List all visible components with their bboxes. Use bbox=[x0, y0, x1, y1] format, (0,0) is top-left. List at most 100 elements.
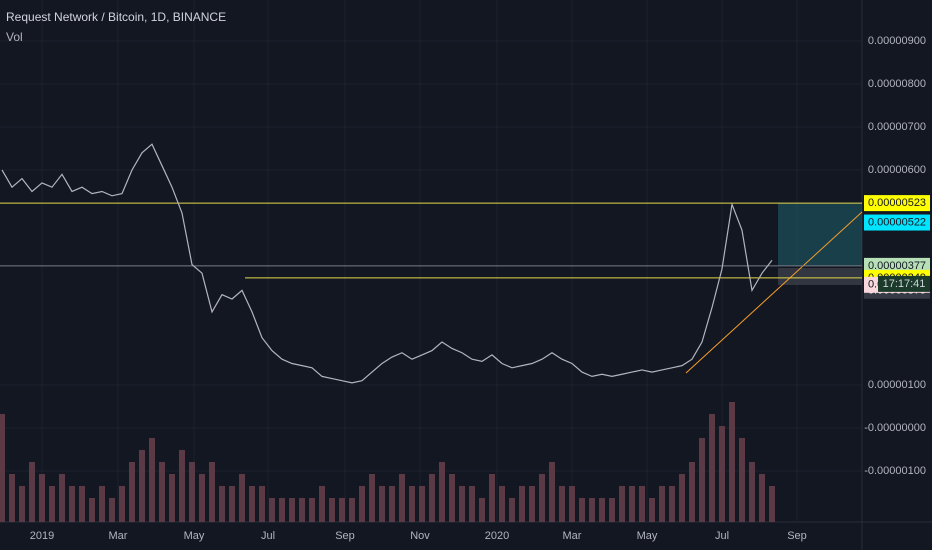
volume-bar bbox=[669, 486, 675, 522]
volume-bar bbox=[539, 474, 545, 522]
volume-bar bbox=[269, 498, 275, 522]
x-tick-label: Sep bbox=[335, 530, 355, 542]
volume-bar bbox=[679, 474, 685, 522]
volume-bar bbox=[379, 486, 385, 522]
volume-bar bbox=[469, 486, 475, 522]
volume-bar bbox=[629, 486, 635, 522]
y-tick-label: 0.00000700 bbox=[868, 121, 926, 133]
volume-bar bbox=[659, 486, 665, 522]
x-tick-label: Mar bbox=[109, 530, 128, 542]
volume-bar bbox=[139, 450, 145, 522]
symbol-title: Request Network / Bitcoin, 1D, BINANCE bbox=[6, 10, 226, 24]
volume-bar bbox=[79, 486, 85, 522]
volume-bar bbox=[479, 498, 485, 522]
volume-bar bbox=[319, 486, 325, 522]
volume-bar bbox=[519, 486, 525, 522]
volume-bar bbox=[299, 498, 305, 522]
volume-bar bbox=[69, 486, 75, 522]
x-tick-label: Mar bbox=[563, 530, 582, 542]
y-tick-label: -0.00000100 bbox=[864, 465, 926, 477]
volume-bar bbox=[59, 474, 65, 522]
price-badge-label: 0.00000523 bbox=[868, 197, 926, 209]
volume-bar bbox=[749, 462, 755, 522]
volume-bar bbox=[199, 474, 205, 522]
volume-bar bbox=[369, 474, 375, 522]
price-badge-label: 0.00000522 bbox=[868, 216, 926, 228]
volume-bar bbox=[149, 438, 155, 522]
volume-bar bbox=[439, 462, 445, 522]
volume-bar bbox=[189, 462, 195, 522]
volume-bar bbox=[119, 486, 125, 522]
volume-bar bbox=[459, 486, 465, 522]
trend-line bbox=[685, 211, 863, 374]
x-tick-label: Jul bbox=[715, 530, 729, 542]
volume-bar bbox=[739, 438, 745, 522]
volume-bar bbox=[159, 462, 165, 522]
volume-bar bbox=[559, 486, 565, 522]
volume-bar bbox=[329, 498, 335, 522]
volume-bar bbox=[0, 414, 5, 522]
y-tick-label: 0.00000900 bbox=[868, 35, 926, 47]
volume-bar bbox=[429, 474, 435, 522]
volume-bar bbox=[489, 474, 495, 522]
volume-bar bbox=[109, 498, 115, 522]
volume-bar bbox=[359, 486, 365, 522]
volume-bar bbox=[339, 498, 345, 522]
volume-bar bbox=[609, 498, 615, 522]
volume-bar bbox=[169, 474, 175, 522]
x-tick-label: Sep bbox=[787, 530, 807, 542]
countdown-badge bbox=[878, 275, 930, 292]
countdown-label: 17:17:41 bbox=[883, 278, 926, 290]
volume-pane bbox=[0, 402, 775, 522]
volume-bar bbox=[639, 486, 645, 522]
volume-bar bbox=[249, 486, 255, 522]
price-badge-label: 0.00000377 bbox=[868, 260, 926, 272]
volume-bar bbox=[259, 486, 265, 522]
drawings bbox=[0, 202, 863, 374]
volume-bar bbox=[549, 462, 555, 522]
volume-bar bbox=[689, 462, 695, 522]
x-tick-label: May bbox=[184, 530, 205, 542]
volume-bar bbox=[209, 462, 215, 522]
volume-bar bbox=[279, 498, 285, 522]
volume-bar bbox=[699, 438, 705, 522]
volume-bar bbox=[759, 474, 765, 522]
volume-bar bbox=[709, 414, 715, 522]
x-tick-label: 2020 bbox=[485, 530, 509, 542]
axes: 0.00000900 0.00000800 0.00000700 0.00000600… bbox=[30, 35, 930, 542]
volume-bar bbox=[239, 474, 245, 522]
volume-bar bbox=[309, 498, 315, 522]
volume-bar bbox=[89, 498, 95, 522]
price-badge bbox=[864, 257, 930, 274]
volume-bar bbox=[509, 498, 515, 522]
volume-bar bbox=[409, 486, 415, 522]
y-tick-label: -0.00000000 bbox=[864, 422, 926, 434]
y-tick-label: 0.00000600 bbox=[868, 164, 926, 176]
volume-bar bbox=[39, 474, 45, 522]
volume-bar bbox=[719, 426, 725, 522]
x-tick-label: May bbox=[637, 530, 658, 542]
price-series bbox=[1, 143, 773, 384]
volume-bar bbox=[589, 498, 595, 522]
volume-bar bbox=[229, 486, 235, 522]
volume-bar bbox=[649, 498, 655, 522]
volume-bar bbox=[29, 462, 35, 522]
price-badge bbox=[864, 214, 930, 231]
volume-bar bbox=[99, 486, 105, 522]
volume-bar bbox=[419, 486, 425, 522]
volume-bar bbox=[449, 474, 455, 522]
volume-bar bbox=[219, 486, 225, 522]
volume-bar bbox=[529, 486, 535, 522]
volume-bar bbox=[729, 402, 735, 522]
y-tick-label: 0.00000100 bbox=[868, 379, 926, 391]
x-tick-label: Jul bbox=[261, 530, 275, 542]
position-box-loss bbox=[778, 268, 862, 285]
volume-bar bbox=[49, 486, 55, 522]
volume-bar bbox=[579, 498, 585, 522]
position-box bbox=[778, 203, 862, 266]
volume-bar bbox=[599, 498, 605, 522]
volume-bar bbox=[399, 474, 405, 522]
x-tick-label: Nov bbox=[410, 530, 430, 542]
